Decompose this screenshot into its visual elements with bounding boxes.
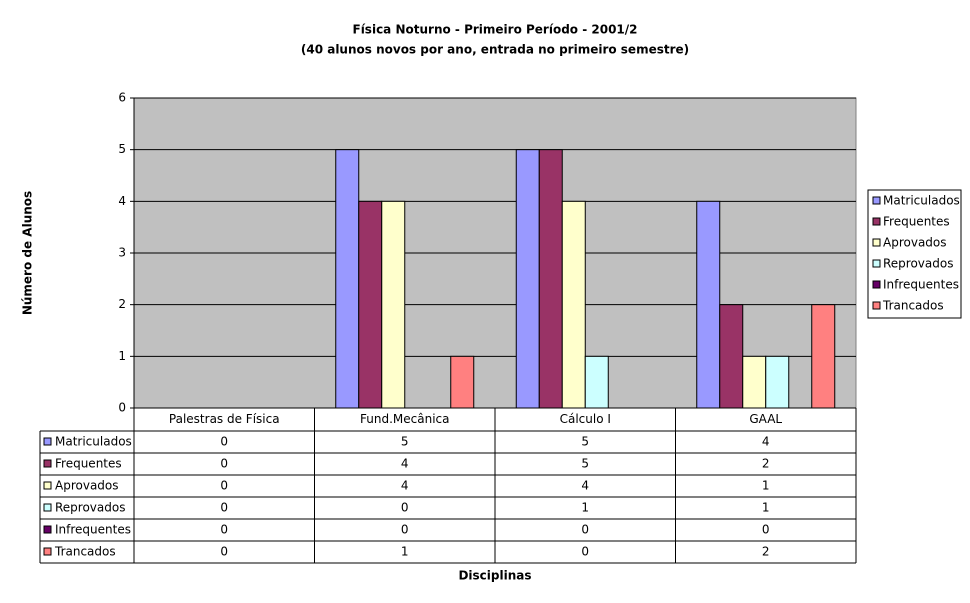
chart-title: Física Noturno - Primeiro Período - 2001… [353, 23, 638, 37]
legend-label: Matriculados [883, 194, 960, 208]
y-tick-label: 5 [118, 142, 126, 156]
y-tick-label: 1 [118, 349, 126, 363]
table-header: Palestras de Física [169, 412, 280, 426]
bar [561, 200, 586, 409]
table-value: 0 [220, 479, 228, 493]
bar [381, 200, 406, 409]
legend-swatch [872, 259, 881, 268]
legend-label: Frequentes [883, 215, 950, 229]
table-value: 0 [220, 523, 228, 537]
table-key [43, 437, 52, 446]
table-value: 0 [762, 523, 770, 537]
y-tick-label: 2 [118, 297, 126, 311]
table-value: 0 [581, 523, 589, 537]
table-header: Fund.Mecânica [360, 412, 449, 426]
legend-swatch [872, 280, 881, 289]
bar [358, 200, 383, 409]
bar [719, 304, 744, 409]
table-key [43, 547, 52, 556]
table-value: 4 [762, 435, 770, 449]
y-tick-label: 0 [118, 401, 126, 415]
table-value: 5 [401, 435, 409, 449]
table-value: 4 [401, 457, 409, 471]
bar [765, 355, 790, 409]
table-value: 1 [581, 501, 589, 515]
legend-label: Infrequentes [883, 278, 959, 292]
table-value: 2 [762, 545, 770, 559]
table-value: 0 [220, 435, 228, 449]
bar [811, 304, 836, 409]
table-header: Cálculo I [560, 412, 611, 426]
bar [335, 149, 360, 409]
legend-label: Trancados [882, 299, 944, 313]
bar [742, 355, 767, 409]
table-value: 0 [401, 501, 409, 515]
table-key [43, 503, 52, 512]
table-series-name: Infrequentes [55, 523, 131, 537]
legend-swatch [872, 301, 881, 310]
table-series-name: Reprovados [55, 501, 125, 515]
legend-label: Reprovados [883, 257, 953, 271]
table-series-name: Trancados [54, 545, 116, 559]
table-value: 5 [581, 457, 589, 471]
bar [515, 149, 540, 409]
table-series-name: Matriculados [55, 435, 132, 449]
y-tick-label: 4 [118, 194, 126, 208]
table-value: 0 [401, 523, 409, 537]
bar [696, 200, 721, 409]
table-value: 4 [581, 479, 589, 493]
table-series-name: Frequentes [55, 457, 122, 471]
chart-subtitle: (40 alunos novos por ano, entrada no pri… [301, 43, 689, 57]
table-value: 4 [401, 479, 409, 493]
table-key [43, 459, 52, 468]
table-value: 1 [762, 479, 770, 493]
legend-label: Aprovados [883, 236, 947, 250]
legend-box [867, 189, 962, 319]
legend-swatch [872, 238, 881, 247]
y-axis-label: Número de Alunos [21, 191, 35, 315]
table-value: 0 [220, 545, 228, 559]
legend-swatch [872, 217, 881, 226]
table-value: 1 [401, 545, 409, 559]
table-key [43, 525, 52, 534]
y-tick-label: 3 [118, 246, 126, 260]
table-header: GAAL [749, 412, 782, 426]
table-value: 0 [220, 457, 228, 471]
table-key [43, 481, 52, 490]
x-axis-label: Disciplinas [458, 569, 531, 583]
table-value: 5 [581, 435, 589, 449]
table-value: 1 [762, 501, 770, 515]
y-tick-label: 6 [118, 91, 126, 105]
bar [538, 149, 563, 409]
bar [584, 355, 609, 409]
table-value: 0 [581, 545, 589, 559]
legend-swatch [872, 196, 881, 205]
table-value: 0 [220, 501, 228, 515]
bar [450, 355, 475, 409]
table-value: 2 [762, 457, 770, 471]
table-series-name: Aprovados [55, 479, 119, 493]
